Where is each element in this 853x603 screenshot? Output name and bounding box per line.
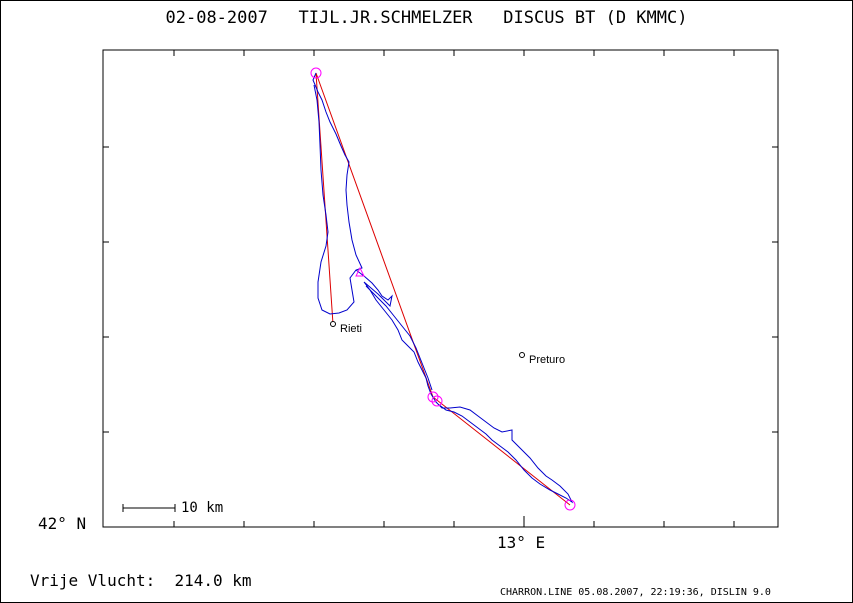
left-ticks — [103, 146, 109, 433]
flight-track-3 — [365, 285, 433, 391]
start-triangle-marker — [355, 266, 365, 277]
turnpoint-start-marker — [310, 67, 322, 79]
flight-track-2 — [355, 269, 574, 504]
top-ticks — [173, 50, 735, 56]
plot-area — [102, 49, 779, 528]
town-rieti-label: Rieti — [340, 323, 362, 335]
bottom-ticks — [173, 516, 735, 527]
town-rieti-marker — [330, 321, 336, 327]
scale-bar-label: 10 km — [181, 500, 224, 516]
scale-bar — [122, 504, 176, 512]
flight-title: 02-08-2007 TIJL.JR.SCHMELZER DISCUS BT (… — [165, 8, 688, 28]
turnpoint-3-marker — [431, 395, 443, 407]
town-preturo-marker — [519, 352, 525, 358]
turnpoint-finish-marker — [564, 499, 576, 511]
town-preturo-label: Preturo — [529, 354, 565, 366]
flight-track — [312, 72, 363, 315]
latitude-label: 42° N — [38, 514, 87, 533]
turnpoint-2-marker — [427, 391, 439, 403]
footer-info: CHARRON.LINE 05.08.2007, 22:19:36, DISLI… — [500, 587, 771, 598]
task-route — [315, 72, 571, 506]
right-ticks — [772, 146, 778, 433]
free-flight-distance: Vrije Vlucht: 214.0 km — [30, 571, 252, 590]
longitude-label: 13° E — [497, 533, 546, 552]
